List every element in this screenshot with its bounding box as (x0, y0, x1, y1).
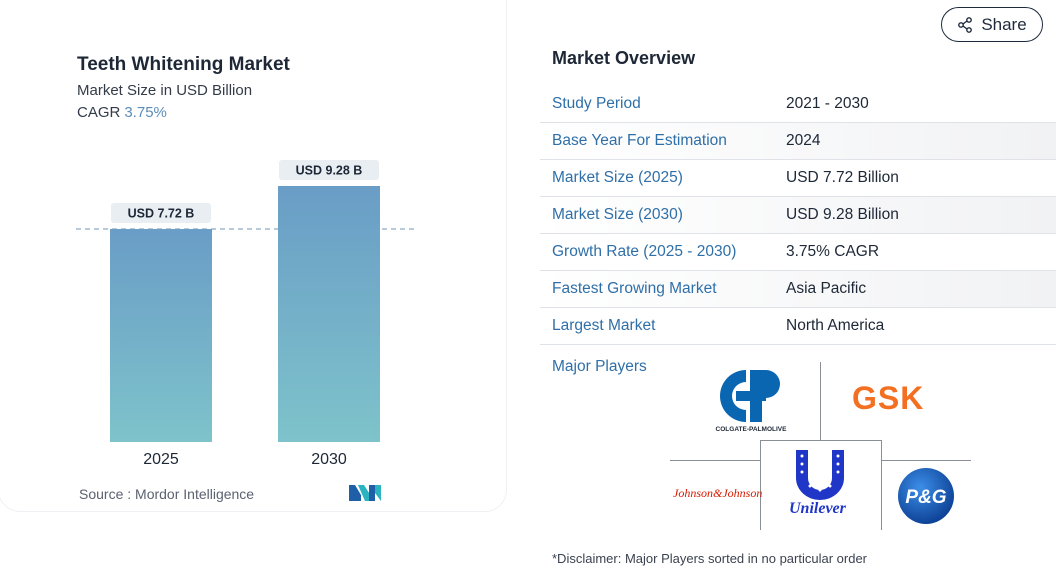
data-label: USD 9.28 B (296, 164, 363, 178)
overview-value: 2021 - 2030 (786, 95, 869, 112)
disclaimer: *Disclaimer: Major Players sorted in no … (552, 551, 868, 566)
bar (110, 229, 212, 442)
data-label-bg (279, 160, 379, 180)
divider (760, 440, 761, 530)
divider (670, 460, 760, 461)
overview-value: 2024 (786, 132, 821, 149)
x-tick-label: 2025 (143, 451, 179, 468)
pg-wordmark: P&G (905, 487, 946, 508)
overview-title: Market Overview (552, 48, 696, 68)
colgate-wordmark: COLGATE-PALMOLIVE (716, 426, 788, 433)
overview-value: USD 7.72 Billion (786, 169, 899, 186)
overview-row-growth-rate: Growth Rate (2025 - 2030) 3.75% CAGR (540, 234, 1056, 271)
overview-key: Largest Market (552, 317, 656, 334)
divider (760, 440, 882, 441)
overview-row-fastest-growing: Fastest Growing Market Asia Pacific (540, 271, 1056, 308)
overview-row-market-size-2025: Market Size (2025) USD 7.72 Billion (540, 160, 1056, 197)
chart-title: Teeth Whitening Market (77, 54, 290, 75)
overview-key: Base Year For Estimation (552, 132, 727, 149)
gsk-logo: GSK (852, 380, 925, 416)
overview-key: Market Size (2030) (552, 206, 683, 223)
data-label: USD 7.72 B (128, 207, 195, 221)
x-tick-label: 2030 (311, 451, 347, 468)
overview-row-market-size-2030: Market Size (2030) USD 9.28 Billion (540, 197, 1056, 234)
divider (820, 362, 821, 440)
chart-subtitle: Market Size in USD Billion (77, 82, 253, 99)
overview-key: Fastest Growing Market (552, 280, 717, 297)
overview-value: North America (786, 317, 885, 334)
overview-key: Market Size (2025) (552, 169, 683, 186)
chart-source: Source : Mordor Intelligence (79, 486, 255, 502)
overview-value: USD 9.28 Billion (786, 206, 899, 223)
colgate-palmolive-logo: COLGATE-PALMOLIVE (716, 370, 788, 433)
unilever-icon (796, 450, 844, 500)
overview-key: Growth Rate (2025 - 2030) (552, 243, 737, 260)
overview-row-study-period: Study Period 2021 - 2030 (540, 86, 1056, 123)
chart-cagr: CAGR 3.75% (77, 104, 167, 121)
divider (882, 460, 971, 461)
overview-row-largest-market: Largest Market North America (540, 308, 1056, 345)
cagr-value: 3.75% (124, 104, 167, 121)
share-button[interactable]: Share (941, 7, 1043, 42)
overview-value: Asia Pacific (786, 280, 867, 297)
divider (881, 440, 882, 530)
overview-key: Study Period (552, 95, 641, 112)
unilever-wordmark: Unilever (789, 500, 846, 517)
overview-value: 3.75% CAGR (786, 243, 880, 260)
pg-logo: P&G (898, 468, 954, 524)
share-label: Share (981, 14, 1027, 34)
chart-card (0, 0, 507, 512)
bar (278, 186, 380, 442)
overview-row-base-year: Base Year For Estimation 2024 (540, 123, 1056, 160)
overview-table: Study Period 2021 - 2030 Base Year For E… (540, 86, 1056, 345)
johnson-johnson-logo: Johnson&Johnson (673, 486, 763, 500)
major-players-label: Major Players (552, 358, 647, 375)
share-icon (958, 16, 973, 33)
data-label-bg (111, 203, 211, 224)
cagr-label: CAGR (77, 104, 121, 121)
bar-chart: USD 7.72 B 2025 USD 9.28 B 2030 (76, 160, 416, 468)
mordor-intelligence-logo (349, 485, 381, 501)
